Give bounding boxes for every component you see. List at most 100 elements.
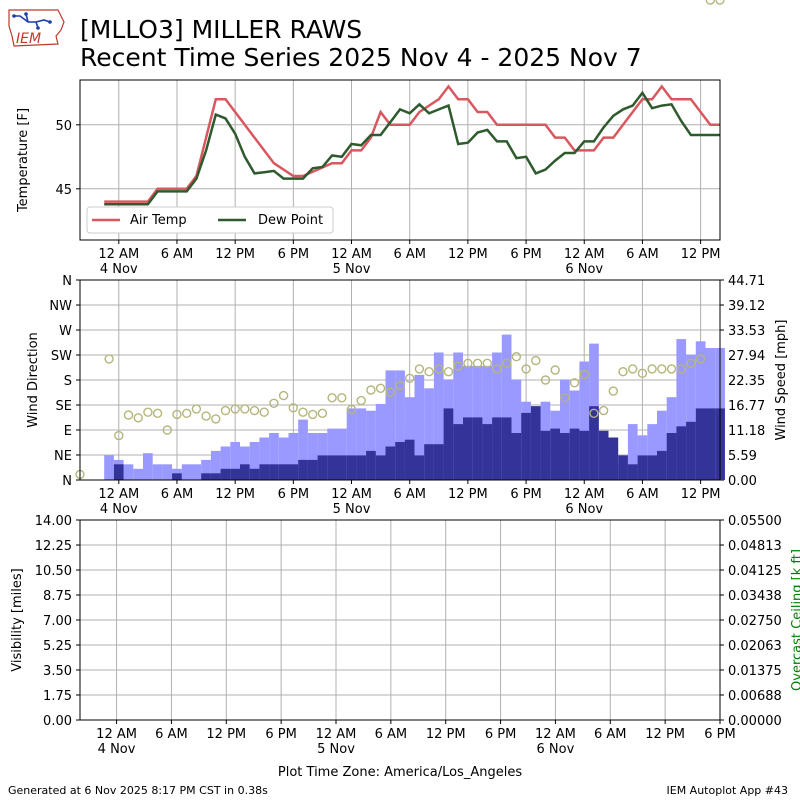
direction-point: [366, 385, 376, 395]
direction-point: [308, 409, 318, 420]
air-temp-line: [104, 84, 720, 203]
x-tick-label: 6 AM: [155, 727, 188, 742]
direction-tick-label: S: [64, 374, 72, 389]
x-tick-label: 4 Nov: [100, 262, 138, 277]
visibility-tick-label: 0.00: [43, 714, 72, 729]
x-tick-label: 6 Nov: [565, 502, 603, 517]
plot-frame: [79, 79, 721, 241]
direction-tick-label: NE: [54, 449, 72, 464]
wind-panel: N 0.00 NE 5.59 E 11.18 SE 16.77 S 22.35 SW 27.94 W 33…: [26, 0, 789, 517]
gust-bar: [259, 437, 270, 480]
visibility-tick-label: 7.00: [43, 614, 72, 629]
direction-point: [511, 352, 522, 362]
gust-bar: [501, 334, 512, 480]
speed-bar: [618, 455, 628, 480]
visibility-tick-label: 14.00: [35, 514, 72, 529]
direction-tick-label: SE: [56, 399, 72, 414]
speed-bar: [463, 417, 473, 480]
direction-point: [143, 407, 153, 417]
gust-bar: [627, 424, 638, 480]
speed-bar: [220, 468, 231, 480]
speed-bar: [346, 455, 357, 480]
x-tick-label: 6 AM: [393, 487, 426, 502]
legend-box: [86, 206, 334, 234]
direction-point: [560, 393, 570, 403]
x-tick-label: 4 Nov: [100, 502, 138, 517]
x-tick-label: 6 Nov: [565, 262, 603, 277]
gust-bar: [307, 433, 318, 480]
speed-bar: [259, 464, 270, 480]
direction-point: [375, 383, 386, 393]
speed-tick-label: 27.94: [728, 349, 765, 364]
direction-point: [278, 390, 289, 401]
direction-point: [385, 387, 395, 397]
x-tick-label: 5 Nov: [333, 262, 371, 277]
x-tick-label: 4 Nov: [98, 742, 136, 757]
speed-bar: [172, 473, 182, 480]
visibility-tick-label: 5.25: [43, 639, 72, 654]
speed-bar: [482, 424, 493, 480]
direction-point: [463, 358, 473, 368]
gust-bar: [240, 446, 250, 480]
speed-tick-label: 16.77: [728, 399, 765, 414]
direction-tick-label: NW: [49, 299, 72, 314]
direction-point: [637, 368, 648, 378]
visibility-tick-label: 8.75: [43, 589, 72, 604]
speed-bar: [404, 439, 415, 480]
speed-bar: [230, 468, 240, 480]
direction-point: [550, 365, 560, 375]
visibility-panel: 0.00 0.00000 1.75 0.00688 3.50 0.01375 5.25 0.0…: [10, 514, 800, 757]
direction-point: [162, 425, 173, 435]
ceiling-tick-label: 0.00688: [728, 689, 782, 704]
speed-bar: [705, 408, 716, 480]
speed-bar: [686, 421, 696, 480]
x-tick-label: 12 AM: [98, 247, 139, 262]
direction-point: [201, 411, 211, 421]
speed-tick-label: 44.71: [728, 274, 765, 289]
speed-bar: [433, 444, 444, 480]
ceiling-tick-label: 0.05500: [728, 514, 782, 529]
direction-point: [540, 375, 551, 385]
direction-point: [715, 0, 725, 5]
x-tick-label: 6 AM: [594, 727, 627, 742]
speed-bar: [210, 473, 221, 480]
x-tick-label: 12 PM: [426, 727, 466, 742]
gust-bar: [143, 453, 153, 480]
speed-bar: [385, 446, 396, 480]
gust-bar: [327, 428, 337, 480]
gust-bar: [424, 388, 434, 480]
speed-bar: [608, 437, 619, 480]
y-tick-label: 50: [55, 119, 72, 134]
gust-bar: [433, 352, 444, 480]
speed-bar: [424, 444, 434, 480]
gust-bar: [511, 379, 522, 480]
direction-point: [133, 413, 143, 423]
direction-point: [230, 404, 240, 414]
x-tick-label: 12 AM: [316, 727, 357, 742]
x-tick-label: 12 PM: [681, 487, 721, 502]
wind-speed-axis-label: Wind Speed [mph]: [774, 320, 789, 441]
direction-point: [521, 364, 531, 374]
direction-point: [628, 364, 638, 374]
gust-bar: [230, 442, 240, 480]
ceiling-tick-label: 0.00000: [728, 714, 782, 729]
direction-point: [453, 361, 463, 371]
direction-point: [598, 405, 609, 416]
direction-point: [249, 405, 260, 416]
speed-bar: [589, 406, 599, 480]
speed-bar: [598, 430, 609, 480]
gust-bar: [414, 374, 425, 480]
direction-point: [502, 358, 512, 368]
gust-bar: [366, 410, 376, 480]
speed-bar: [307, 459, 318, 480]
gust-bar: [288, 433, 299, 480]
direction-point: [531, 355, 541, 366]
visibility-tick-label: 1.75: [43, 689, 72, 704]
speed-tick-label: 0.00: [728, 474, 757, 489]
direction-point: [191, 404, 202, 414]
x-tick-label: 12 PM: [645, 727, 685, 742]
speed-bar: [414, 455, 425, 480]
app-label: IEM Autoplot App #43: [666, 784, 789, 797]
direction-tick-label: N: [62, 274, 72, 289]
